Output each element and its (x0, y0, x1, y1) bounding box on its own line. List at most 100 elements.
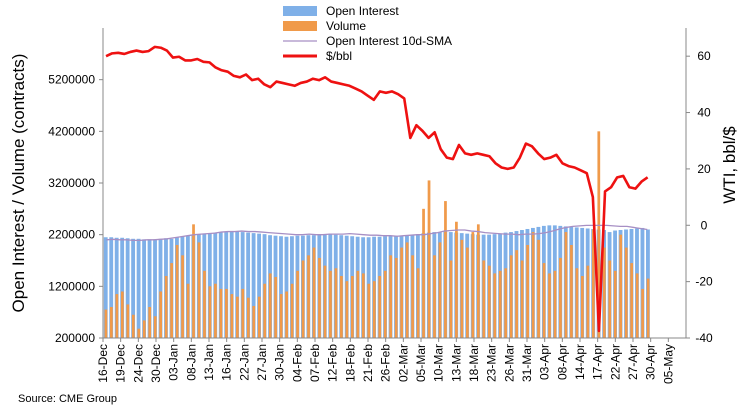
x-tick-label: 22-Jan (237, 344, 251, 381)
volume-bar (465, 247, 469, 338)
open-interest-bar (284, 236, 289, 338)
volume-bar (345, 281, 349, 338)
volume-bar (110, 307, 113, 338)
volume-bar (175, 245, 179, 338)
volume-bar (630, 263, 634, 338)
left-axis-ticks: 200000 1200000 2200000 3200000 4200000 520000… (48, 73, 103, 345)
volume-bar (509, 255, 513, 338)
x-tick-label: 19-Dec (114, 344, 128, 383)
left-tick-label: 3200000 (48, 176, 95, 190)
volume-bar (405, 242, 409, 338)
open-interest-bar (235, 231, 240, 338)
volume-bar (378, 276, 382, 338)
volume-bar (329, 270, 332, 338)
volume-bar (148, 307, 152, 338)
volume-bar (279, 294, 283, 338)
open-interest-bar (218, 232, 223, 338)
right-tick-label: -20 (695, 275, 713, 289)
open-interest-bar (153, 239, 157, 338)
right-tick-label: -40 (695, 331, 713, 345)
right-tick-label: 20 (697, 162, 711, 176)
volume-bar (307, 255, 310, 338)
volume-bar (350, 276, 354, 338)
volume-bar (257, 296, 261, 338)
x-tick-label: 13-Jan (202, 344, 216, 381)
x-tick-label: 17-Apr (591, 344, 605, 380)
volume-bar (323, 265, 327, 338)
volume-bar (624, 247, 628, 338)
volume-bar (104, 309, 108, 338)
x-tick-label: 22-Apr (608, 344, 622, 380)
volume-bar (301, 260, 305, 338)
volume-bar (394, 257, 398, 338)
x-tick-label: 27-Jan (255, 344, 269, 381)
volume-bar (208, 286, 212, 338)
volume-bar (564, 232, 568, 338)
volume-bar (455, 221, 458, 338)
volume-bar (274, 277, 278, 338)
x-tick-label: 03-Apr (538, 344, 552, 380)
open-interest-bar (136, 238, 141, 338)
x-tick-label: 31-Mar (520, 344, 534, 382)
open-interest-bar (131, 238, 136, 338)
x-tick-label: 18-Feb (343, 344, 357, 382)
volume-bar (641, 288, 644, 338)
volume-bar (444, 201, 447, 338)
volume-bar (197, 242, 201, 338)
open-interest-bar (142, 239, 146, 338)
legend-label: Volume (326, 19, 366, 33)
open-interest-bar (103, 237, 108, 338)
open-interest-bar (246, 232, 251, 338)
volume-bar (356, 270, 360, 338)
open-interest-bar (158, 238, 163, 338)
volume-bar (416, 268, 420, 338)
legend-swatch (283, 21, 317, 31)
x-tick-label: 05-Mar (414, 344, 428, 382)
x-tick-label: 30-Dec (149, 344, 163, 383)
volume-bar (482, 260, 486, 338)
volume-bar (411, 255, 414, 338)
open-interest-bar (251, 233, 256, 338)
x-axis-ticks: 16-Dec 19-Dec 24-Dec 30-Dec 03-Jan 08-Jan 13-J… (96, 338, 675, 384)
x-tick-label: 27-Apr (626, 344, 640, 380)
volume-bar (192, 224, 195, 338)
open-interest-bar (640, 227, 645, 338)
volume-bar (575, 268, 579, 338)
volume-bar (389, 255, 393, 338)
right-tick-label: 40 (697, 106, 711, 120)
right-axis-title: WTI, bbl/$ (720, 126, 739, 204)
left-tick-label: 5200000 (48, 73, 95, 87)
volume-bar (214, 283, 217, 338)
volume-bar (340, 276, 343, 338)
open-interest-bar (207, 233, 212, 338)
left-axis-title: Open Interest / Volume (contracts) (9, 54, 28, 313)
volume-bar (493, 273, 497, 338)
volume-bar (586, 265, 590, 338)
volume-bar (372, 281, 376, 338)
x-tick-label: 24-Dec (131, 344, 145, 383)
volume-bar (126, 304, 130, 338)
right-axis-ticks: -40 -20 0 20 40 60 (686, 49, 713, 345)
x-tick-label: 13-Mar (449, 344, 463, 382)
x-tick-label: 02-Mar (396, 344, 410, 382)
volume-bar (531, 232, 535, 338)
volume-bar (225, 288, 228, 338)
volume-bar (131, 314, 135, 338)
volume-bar (438, 242, 442, 338)
volume-bar (361, 273, 365, 338)
volume-bar (120, 291, 124, 338)
x-tick-label: 23-Mar (485, 344, 499, 382)
x-tick-label: 03-Jan (167, 344, 181, 381)
x-tick-label: 30-Apr (644, 344, 658, 380)
legend-label: Open Interest 10d-SMA (326, 34, 452, 48)
x-tick-label: 10-Mar (432, 344, 446, 382)
open-interest-bar (224, 232, 229, 338)
x-tick-label: 05-May (661, 344, 675, 384)
volume-bar (646, 278, 650, 338)
volume-bar (367, 283, 371, 338)
volume-bar (608, 260, 612, 338)
x-tick-label: 04-Feb (290, 344, 304, 382)
volume-bar (219, 288, 223, 338)
